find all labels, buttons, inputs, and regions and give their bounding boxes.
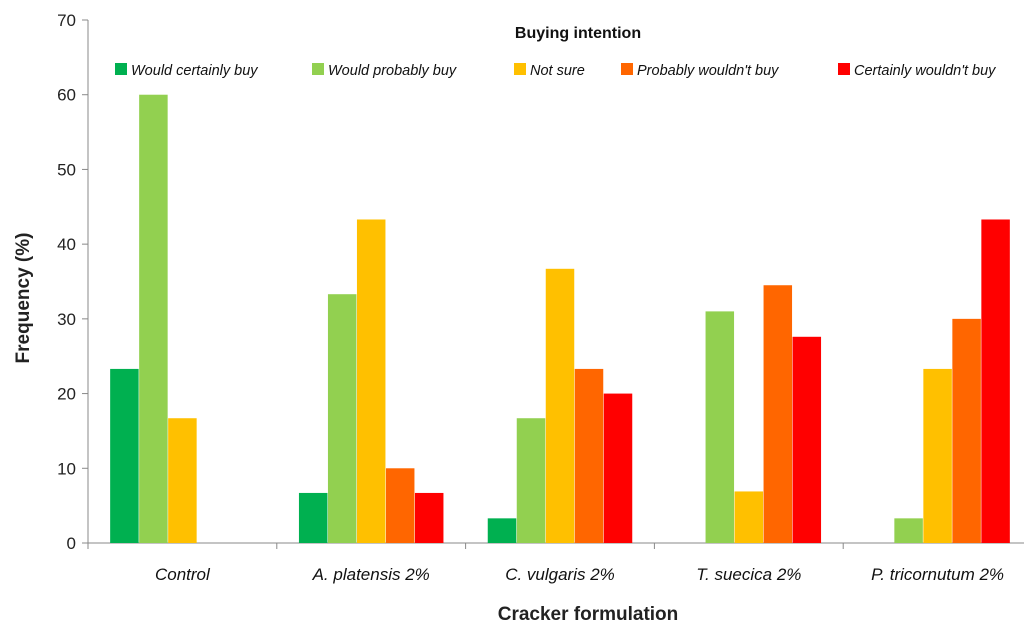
bar — [298, 492, 328, 543]
bar — [168, 418, 197, 543]
legend-title: Buying intention — [515, 25, 641, 42]
x-tick-label: A. platensis 2% — [312, 565, 430, 584]
y-tick-label: 60 — [57, 86, 76, 105]
y-axis: 0 10 20 30 40 50 60 70 — [57, 11, 89, 553]
x-tick-label: P. tricornutum 2% — [871, 565, 1004, 584]
bar — [516, 418, 546, 543]
bar — [734, 491, 764, 543]
bar — [981, 219, 1010, 544]
bar — [952, 318, 981, 543]
bar — [923, 368, 952, 543]
y-tick-label: 40 — [57, 235, 76, 254]
legend-swatch — [115, 63, 127, 75]
x-tick-label: Control — [155, 565, 211, 584]
y-tick-label: 0 — [67, 534, 76, 553]
bar — [414, 492, 444, 543]
x-axis-title: Cracker formulation — [498, 604, 679, 625]
x-tick-label: T. suecica 2% — [696, 565, 801, 584]
bar — [385, 468, 415, 543]
y-tick-label: 20 — [57, 385, 76, 404]
legend-swatch — [838, 63, 850, 75]
bar — [574, 368, 604, 543]
bars — [110, 94, 1010, 544]
bar — [545, 268, 575, 543]
legend: Buying intention Would certainly buy Woul… — [115, 25, 996, 79]
bar — [356, 219, 386, 544]
bar — [487, 518, 517, 543]
y-tick-label: 50 — [57, 160, 76, 179]
x-axis: Control A. platensis 2% C. vulgaris 2% T. s… — [87, 542, 1024, 584]
y-tick-label: 70 — [57, 11, 76, 30]
legend-swatch — [621, 63, 633, 75]
bar — [603, 393, 633, 543]
legend-entry: Probably wouldn't buy — [637, 63, 779, 79]
bar — [110, 368, 139, 543]
bar — [327, 294, 357, 543]
legend-swatch — [312, 63, 324, 75]
legend-entry: Certainly wouldn't buy — [854, 63, 996, 79]
y-tick-label: 10 — [57, 459, 76, 478]
legend-entry: Would probably buy — [328, 63, 457, 79]
y-tick-label: 30 — [57, 310, 76, 329]
bar — [792, 336, 822, 543]
x-tick-label: C. vulgaris 2% — [505, 565, 615, 584]
bar — [763, 285, 793, 543]
bar — [139, 94, 168, 543]
legend-entry: Would certainly buy — [131, 63, 258, 79]
y-axis-title: Frequency (%) — [13, 233, 34, 364]
legend-entry: Not sure — [530, 63, 585, 79]
legend-swatch — [514, 63, 526, 75]
bar — [705, 311, 735, 543]
bar — [894, 518, 923, 543]
